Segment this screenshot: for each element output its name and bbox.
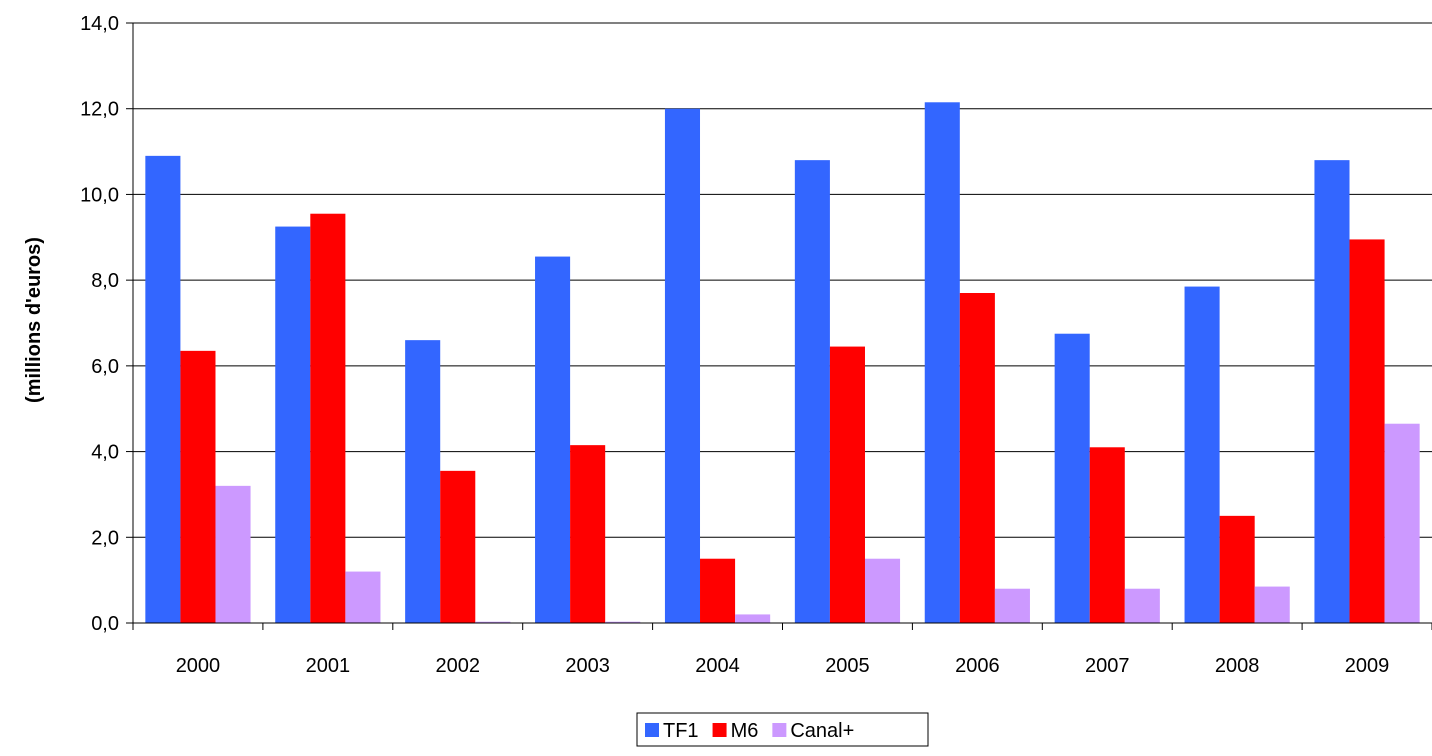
bar-m6-2004 [700, 558, 736, 623]
legend-label: TF1 [663, 720, 699, 742]
bar-canal-2000 [215, 485, 251, 623]
y-tick-label: 10,0 [80, 184, 119, 206]
bar-tf1-2000 [145, 155, 181, 623]
x-tick-label: 2006 [955, 655, 1000, 677]
bar-m6-2009 [1349, 239, 1385, 623]
x-tick-label: 2003 [565, 655, 610, 677]
bar-canal-2003 [605, 621, 641, 623]
bar-canal-2009 [1384, 423, 1420, 623]
x-tick-label: 2000 [176, 655, 221, 677]
y-tick-label: 8,0 [91, 270, 119, 292]
legend-swatch [772, 723, 787, 737]
bar-tf1-2007 [1054, 333, 1090, 623]
bar-m6-2000 [180, 350, 216, 623]
x-tick-label: 2008 [1215, 655, 1260, 677]
y-tick-label: 2,0 [91, 527, 119, 549]
bar-canal-2005 [864, 558, 901, 623]
y-tick-label: 0,0 [91, 613, 119, 635]
bar-m6-2002 [440, 470, 476, 623]
bar-canal-2007 [1124, 588, 1160, 623]
bar-canal-2008 [1254, 586, 1290, 623]
bar-m6-2007 [1089, 447, 1125, 623]
bar-m6-2008 [1219, 515, 1255, 623]
bar-canal-2004 [735, 614, 771, 623]
bar-tf1-2002 [405, 340, 441, 623]
bar-m6-2005 [829, 346, 865, 623]
y-tick-label: 6,0 [91, 356, 119, 378]
legend-label: M6 [731, 720, 759, 742]
bar-tf1-2001 [275, 226, 311, 624]
x-tick-labels: 2000 2001 2002 2003 2004 2005 2006 2007 2008 2009 [176, 655, 1390, 677]
y-tick-label: 14,0 [80, 13, 119, 35]
axes [126, 22, 1432, 630]
bar-m6-2006 [959, 293, 995, 623]
x-tick-label: 2005 [825, 655, 870, 677]
legend-label: Canal+ [790, 720, 854, 742]
gridlines [133, 22, 1432, 538]
bar-tf1-2009 [1314, 160, 1350, 623]
legend: TF1 M6 Canal+ [636, 712, 929, 747]
bar-m6-2001 [310, 213, 346, 623]
x-tick-label: 2009 [1345, 655, 1390, 677]
x-tick-label: 2004 [695, 655, 740, 677]
bar-tf1-2006 [924, 102, 960, 624]
y-tick-label: 4,0 [91, 442, 119, 464]
x-tick-label: 2007 [1085, 655, 1130, 677]
bar-tf1-2005 [794, 160, 830, 623]
x-tick-label: 2001 [306, 655, 351, 677]
y-tick-label: 12,0 [80, 99, 119, 121]
x-tick-label: 2002 [436, 655, 481, 677]
bar-tf1-2003 [535, 256, 571, 623]
bars [145, 102, 1420, 624]
bar-canal-2002 [475, 621, 511, 623]
y-tick-labels: 0,0 2,0 4,0 6,0 8,0 10,0 12,0 14,0 [80, 13, 119, 635]
y-axis-title: (millions d'euros) [23, 237, 45, 403]
bar-canal-2001 [345, 571, 381, 623]
legend-swatch [645, 723, 659, 737]
bar-tf1-2004 [664, 108, 701, 623]
bar-tf1-2008 [1184, 286, 1220, 623]
bar-m6-2003 [570, 445, 606, 623]
legend-swatch [712, 723, 727, 737]
bar-canal-2006 [994, 588, 1030, 623]
